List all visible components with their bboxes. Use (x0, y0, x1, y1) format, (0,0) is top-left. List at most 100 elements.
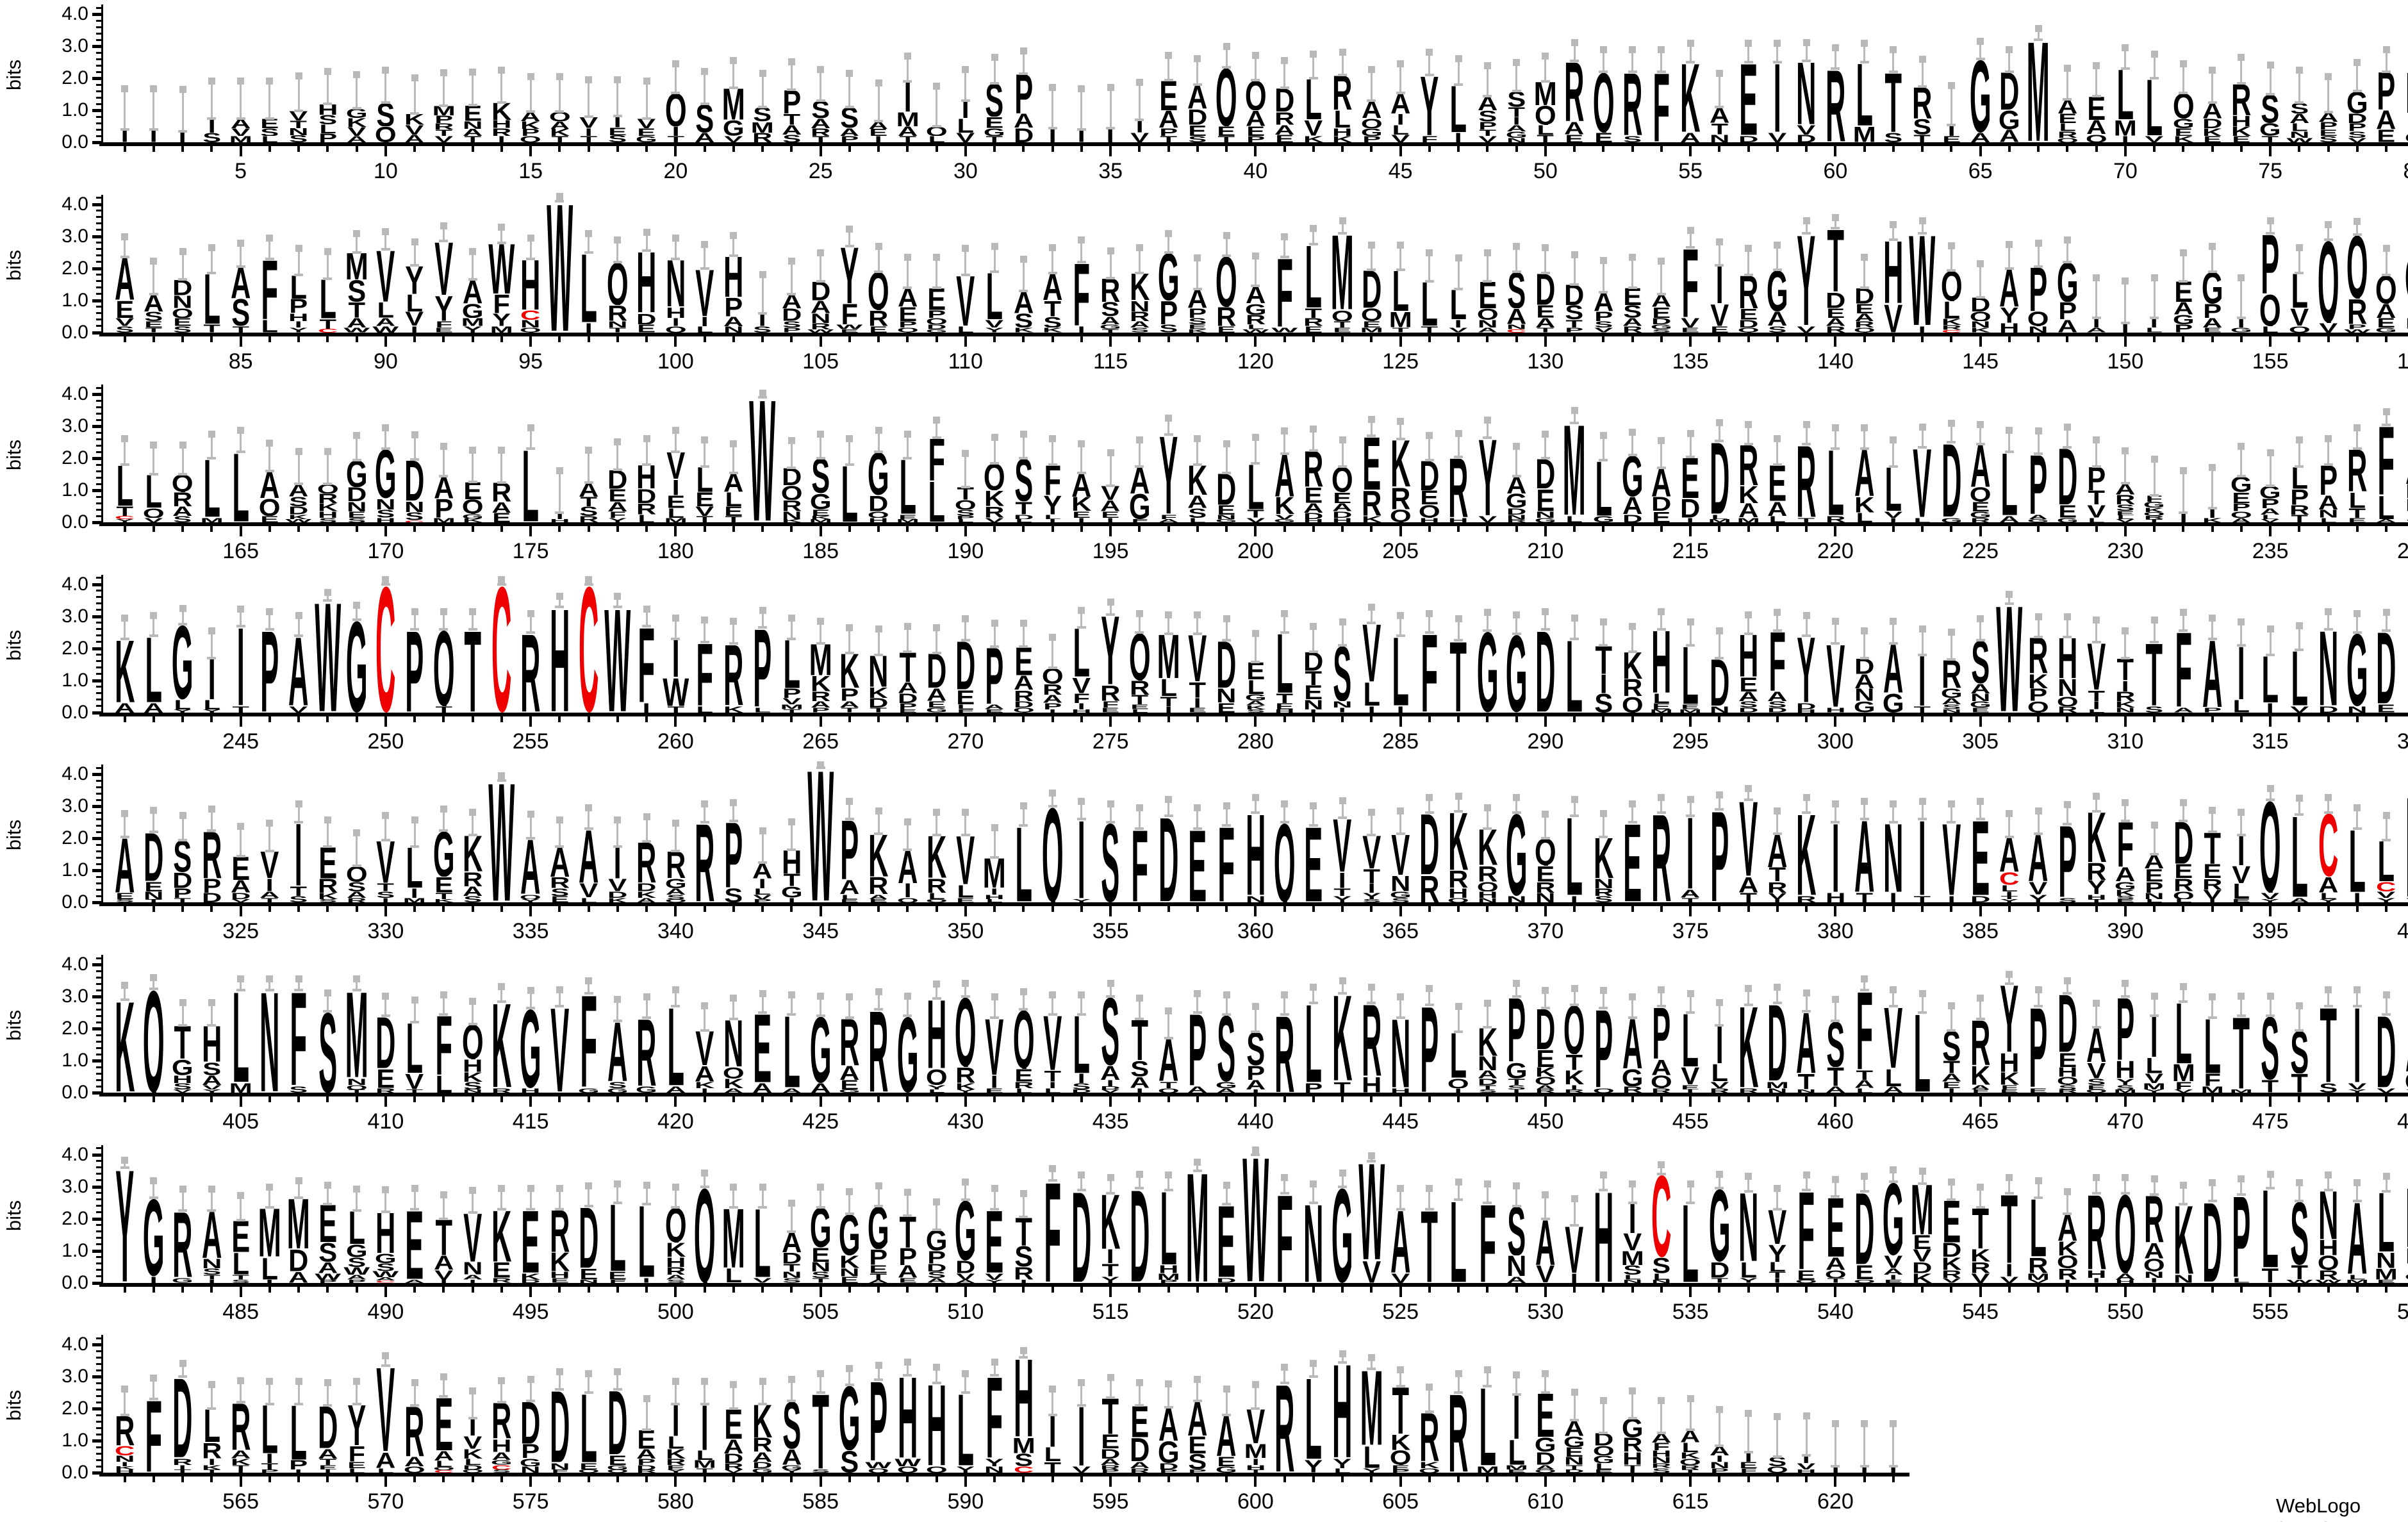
error-bar-cap-top (411, 997, 418, 1004)
error-bar-line (1312, 54, 1315, 78)
error-bar-cap-top (2063, 423, 2071, 431)
x-tick-major (384, 526, 387, 537)
logo-letter-D: D (1415, 813, 1443, 875)
error-bar-cap-bottom (1656, 70, 1666, 73)
logo-letter-L: L (952, 885, 979, 898)
error-bar-line (2356, 427, 2359, 449)
x-tick-minor (471, 1096, 474, 1102)
logo-letter-L: L (691, 1450, 718, 1460)
logo-letter-N: N (1242, 896, 1269, 902)
logo-letter-R: R (1415, 875, 1443, 903)
logo-letter-Y: Y (1299, 1460, 1327, 1473)
error-bar-line (210, 1384, 213, 1409)
logo-letter-V: V (691, 506, 718, 516)
error-bar-line (1022, 1193, 1025, 1218)
error-bar-cap-top (1745, 1173, 1752, 1180)
error-bar-line (2298, 247, 2300, 274)
logo-letter-D: D (140, 832, 167, 882)
svg-text:E: E (638, 128, 656, 136)
error-bar-line (1718, 73, 1720, 107)
error-bar-cap-top (1135, 995, 1143, 1002)
logo-letter-L: L (894, 458, 921, 515)
error-bar-cap-bottom (671, 1206, 680, 1209)
logo-letter-I: I (2111, 681, 2139, 692)
error-bar-line (210, 1002, 213, 1025)
logo-letter-R: R (1531, 882, 1559, 893)
error-bar-line (732, 1384, 735, 1409)
error-bar-cap-bottom (236, 117, 245, 120)
logo-letter-I: I (1908, 326, 1936, 333)
logo-letter-G: G (1387, 891, 1414, 898)
error-bar-cap-top (1686, 795, 1694, 803)
error-bar-line (1022, 806, 1025, 826)
logo-letter-I: I (1242, 1089, 1269, 1093)
logo-letter-I: I (1155, 706, 1182, 713)
logo-letter-G: G (1647, 324, 1675, 329)
error-bar-line (790, 1378, 793, 1401)
x-tick-minor (2153, 526, 2156, 533)
error-bar-line (1834, 998, 1836, 1021)
x-tick-minor (1602, 526, 1605, 533)
logo-letter-L: L (1444, 1200, 1472, 1283)
error-bar-cap-top (1831, 44, 1839, 51)
x-tick-label: 20 (663, 159, 688, 183)
error-bar-cap-top (2150, 822, 2158, 829)
error-bar-cap-top (1599, 987, 1607, 995)
logo-letter-K: K (662, 1449, 689, 1459)
logo-letter-R: R (1387, 487, 1414, 509)
logo-letter-F: F (2402, 1280, 2408, 1283)
logo-letter-D: D (1155, 1463, 1182, 1469)
y-tick-label: 4.0 (62, 1143, 88, 1165)
x-tick-minor (500, 1096, 503, 1102)
error-bar-line (1225, 46, 1228, 67)
error-bar-line (1544, 247, 1547, 274)
x-tick-minor (1283, 716, 1286, 722)
logo-letter-R: R (2054, 706, 2081, 713)
logo-letter-M: M (1851, 126, 1878, 142)
logo-letter-S: S (1474, 1089, 1501, 1093)
error-bar-line (2182, 63, 2184, 93)
error-bar-cap-top (991, 242, 998, 250)
logo-letter-A: A (778, 1449, 805, 1465)
x-tick-minor (2327, 526, 2330, 533)
error-bar-cap-bottom (1454, 1198, 1464, 1201)
logo-letter-W: W (2314, 1280, 2342, 1283)
logo-letter-G: G (1212, 1466, 1240, 1473)
error-bar-cap-top (2325, 221, 2332, 229)
error-bar-cap-top (2006, 240, 2013, 248)
y-axis-line (101, 955, 103, 1095)
x-tick-label: 180 (657, 539, 694, 564)
y-tick-minor (96, 103, 101, 105)
error-bar-cap-top (353, 70, 361, 78)
logo-letter-V: V (111, 318, 138, 326)
x-tick-minor (645, 526, 648, 533)
error-bar-line (1196, 1162, 1199, 1171)
y-tick-minor (96, 1465, 101, 1468)
logo-letter-A: A (1967, 1085, 1994, 1090)
error-bar-cap-bottom (2150, 1193, 2159, 1196)
svg-text:E: E (870, 129, 888, 136)
y-axis-title: bits (3, 249, 25, 281)
logo-letter-Q: Q (430, 629, 458, 706)
x-tick-minor (152, 1477, 155, 1483)
logo-letter-M: M (2372, 1268, 2400, 1280)
logo-letter-Q: Q (894, 327, 921, 333)
logo-letter-L: L (575, 898, 602, 903)
logo-letter-L: L (2170, 899, 2197, 902)
error-bar-line (413, 434, 416, 459)
logo-letter-R: R (430, 123, 458, 129)
svg-text:I: I (1078, 129, 1085, 142)
svg-text:S: S (1507, 91, 1526, 107)
logo-letter-L: L (2314, 893, 2342, 899)
logo-letter-R: R (1938, 325, 1965, 330)
logo-letter-P: P (836, 136, 863, 142)
logo-letter-D: D (864, 495, 892, 511)
x-tick-major (384, 1096, 387, 1107)
logo-letter-S: S (2402, 511, 2408, 523)
error-bar-line (153, 1180, 155, 1198)
logo-letter-V: V (2256, 519, 2284, 522)
logo-letter-G: G (1995, 110, 2023, 129)
logo-letter-T: T (2286, 1073, 2313, 1093)
logo-letter-A: A (662, 888, 689, 895)
logo-letter-F: F (2170, 631, 2197, 707)
